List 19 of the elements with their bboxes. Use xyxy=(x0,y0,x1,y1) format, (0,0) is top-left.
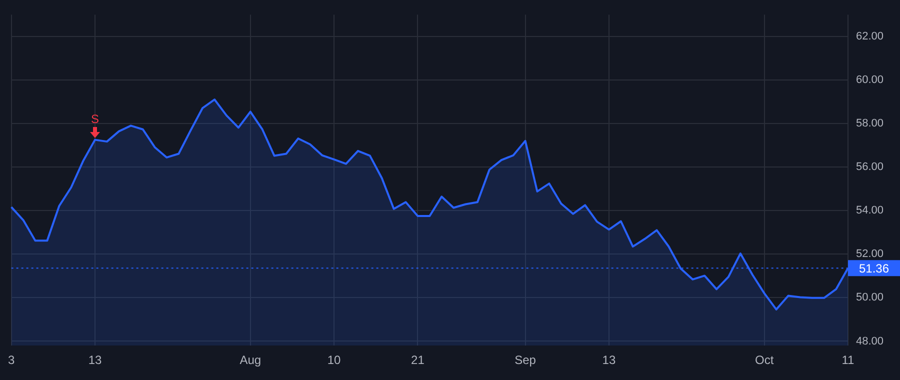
y-tick-label: 62.00 xyxy=(856,30,884,42)
x-tick-label: 21 xyxy=(411,353,425,368)
annotation: S xyxy=(90,112,100,126)
ref-line-label: 51.36 xyxy=(858,261,890,276)
x-tick-label: 13 xyxy=(602,353,616,368)
y-tick-label: 48.00 xyxy=(856,335,884,348)
y-tick-label: 60.00 xyxy=(856,74,884,86)
y-tick-label: 52.00 xyxy=(856,248,884,260)
x-tick-label: Sep xyxy=(514,353,536,368)
y-tick-label: 54.00 xyxy=(856,204,884,217)
x-tick-label: 10 xyxy=(327,353,342,368)
x-tick-label: 11 xyxy=(842,353,855,368)
x-tick-label: Aug xyxy=(240,353,262,368)
x-tick-label: Oct xyxy=(755,353,774,368)
y-tick-label: 56.00 xyxy=(856,161,884,174)
x-tick-label: 13 xyxy=(88,353,102,368)
y-tick-label: 50.00 xyxy=(856,292,884,304)
y-tick-label: 58.00 xyxy=(856,118,884,130)
x-tick-label: 3 xyxy=(8,353,15,368)
